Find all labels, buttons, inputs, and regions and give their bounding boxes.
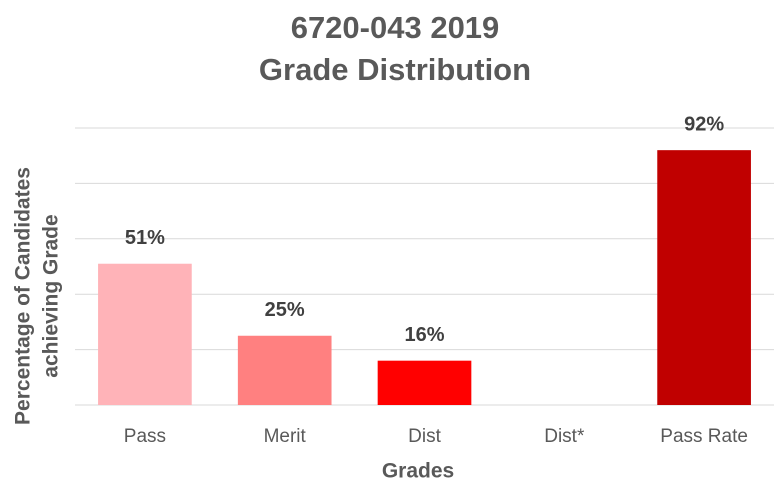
x-tick-label: Pass Rate <box>660 426 748 447</box>
chart-title: 6720-043 2019 <box>291 10 500 45</box>
data-label: 92% <box>684 113 724 135</box>
data-label: 25% <box>265 299 305 321</box>
y-axis-label-line: achieving Grade <box>40 214 63 377</box>
x-tick-label: Pass <box>124 426 166 447</box>
bar <box>657 150 751 405</box>
data-label: 51% <box>125 227 165 249</box>
chart-title: Grade Distribution <box>259 52 531 87</box>
x-tick-label: Dist* <box>544 426 585 447</box>
x-axis-label: Grades <box>382 460 454 483</box>
bar <box>98 263 192 405</box>
bar <box>377 360 472 405</box>
x-tick-label: Merit <box>264 426 307 447</box>
bar <box>237 335 332 405</box>
y-axis-label-line: Percentage of Candidates <box>12 167 35 425</box>
y-axis-label: Percentage of Candidates achieving Grade <box>12 167 63 425</box>
x-tick-label: Dist <box>408 426 441 447</box>
data-label: 16% <box>404 324 444 346</box>
